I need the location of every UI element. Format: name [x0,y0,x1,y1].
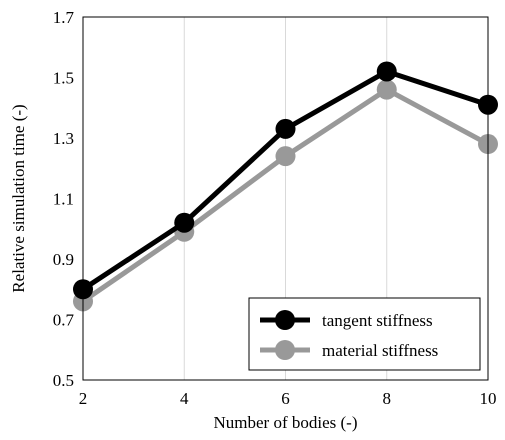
legend-label: tangent stiffness [322,311,433,330]
y-tick-label: 0.5 [53,371,74,390]
y-tick-label: 1.3 [53,129,74,148]
y-tick-label: 1.7 [53,8,75,27]
legend-swatch-marker [275,340,295,360]
data-point [275,146,296,167]
y-tick-label: 1.5 [53,69,74,88]
y-tick-label: 0.7 [53,311,75,330]
x-tick-label: 6 [281,389,290,408]
y-tick-label: 0.9 [53,250,74,269]
data-point [275,118,296,139]
legend: tangent stiffness material stiffness [248,297,481,371]
x-tick-label: 4 [180,389,189,408]
data-point [174,212,195,233]
legend-swatch-marker [275,310,295,330]
data-point [376,61,397,82]
x-tick-label: 10 [480,389,497,408]
x-axis-title: Number of bodies (-) [214,413,358,432]
x-tick-label: 8 [383,389,392,408]
tick-labels: 2 4 6 8 10 0.5 0.7 0.9 1.1 1.3 1.5 1.7 [53,8,497,408]
data-point [376,79,397,100]
y-axis-title: Relative simulation time (-) [9,104,28,292]
x-tick-label: 2 [79,389,88,408]
y-tick-label: 1.1 [53,190,74,209]
plot-frame [82,16,489,381]
legend-label: material stiffness [322,341,438,360]
